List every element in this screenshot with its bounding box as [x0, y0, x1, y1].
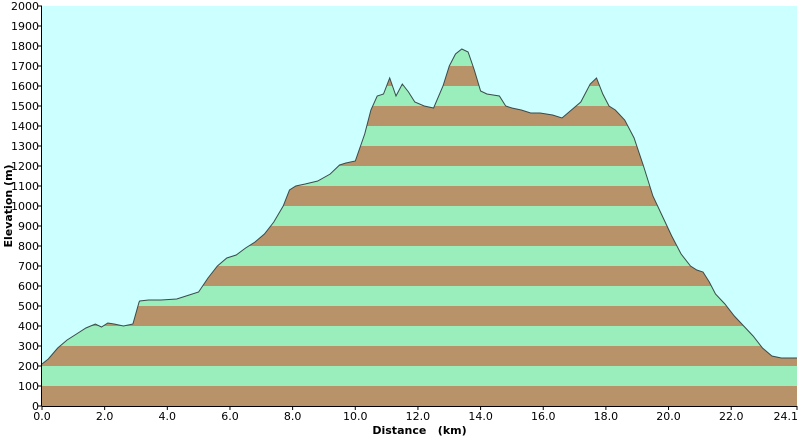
elevation-band	[42, 326, 797, 346]
y-tick-label: 600	[18, 280, 39, 293]
x-axis-ticks: 0.0 2.0 4.0 6.0 8.0 10.0 12.0 14.0 16.0 18.0 20.0 2…	[33, 406, 798, 423]
x-tick-label: 4.0	[159, 410, 177, 423]
x-tick-label: 24.1	[774, 410, 799, 423]
y-tick-label: 1300	[11, 140, 39, 153]
y-tick-label: 300	[18, 340, 39, 353]
x-axis-title: Distance (km)	[372, 424, 466, 437]
y-tick-label: 1500	[11, 100, 39, 113]
x-tick-label: 20.0	[656, 410, 681, 423]
y-tick-label: 100	[18, 380, 39, 393]
y-tick-label: 400	[18, 320, 39, 333]
elevation-band	[42, 366, 797, 386]
y-tick-label: 800	[18, 240, 39, 253]
x-tick-label: 16.0	[531, 410, 556, 423]
x-tick-label: 12.0	[406, 410, 431, 423]
y-tick-label: 0	[32, 400, 39, 413]
y-tick-label: 1600	[11, 80, 39, 93]
y-tick-label: 1100	[11, 180, 39, 193]
x-tick-label: 10.0	[343, 410, 368, 423]
elevation-band	[42, 386, 797, 406]
y-tick-label: 2000	[11, 0, 39, 13]
y-tick-label: 1800	[11, 40, 39, 53]
x-tick-label: 2.0	[96, 410, 114, 423]
y-axis-ticks: 0 100 200 300 400 500 600 700 800 900 1000 1100 1200…	[11, 0, 42, 413]
y-tick-label: 200	[18, 360, 39, 373]
elevation-band	[42, 346, 797, 366]
y-tick-label: 1700	[11, 60, 39, 73]
elevation-band	[42, 306, 797, 326]
y-tick-label: 900	[18, 220, 39, 233]
y-tick-label: 1200	[11, 160, 39, 173]
elevation-profile-line	[41, 48, 797, 365]
y-tick-label: 1900	[11, 20, 39, 33]
x-tick-label: 22.0	[719, 410, 744, 423]
elevation-band	[42, 266, 797, 286]
y-tick-label: 1000	[11, 200, 39, 213]
y-axis-title: Elevation (m)	[2, 164, 15, 247]
x-tick-label: 0.0	[33, 410, 51, 423]
x-tick-label: 18.0	[594, 410, 619, 423]
y-tick-label: 1400	[11, 120, 39, 133]
x-tick-label: 14.0	[468, 410, 493, 423]
elevation-band	[42, 286, 797, 306]
x-tick-label: 8.0	[284, 410, 302, 423]
x-tick-label: 6.0	[221, 410, 239, 423]
y-tick-label: 700	[18, 260, 39, 273]
y-tick-label: 500	[18, 300, 39, 313]
